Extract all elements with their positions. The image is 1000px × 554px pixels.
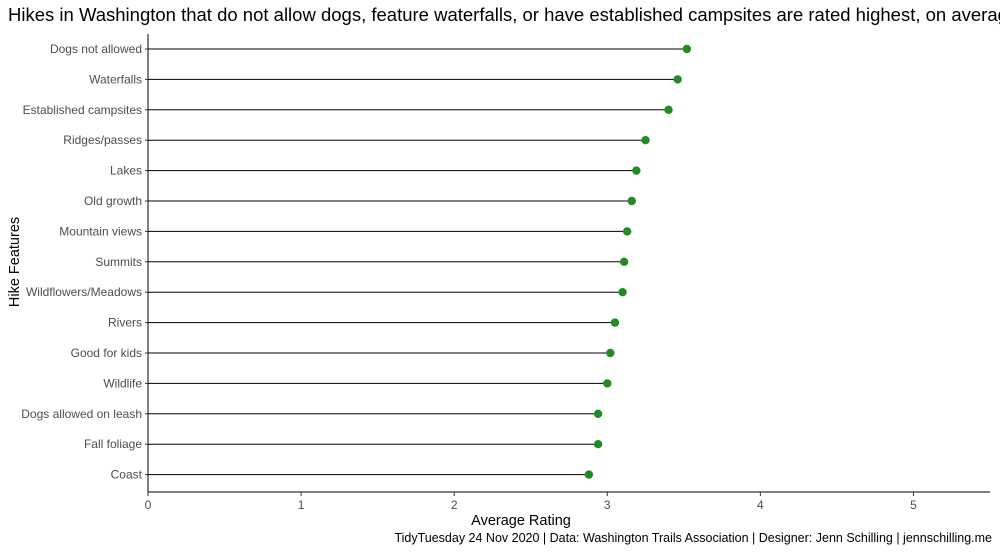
category-label: Ridges/passes (63, 133, 142, 147)
lollipop-point (632, 166, 641, 175)
lollipop-point (673, 75, 682, 84)
category-labels: Dogs not allowed Waterfalls Established ca… (21, 42, 148, 482)
lollipop-point (593, 409, 603, 418)
x-tick-label: 1 (298, 498, 305, 512)
x-tick-label: 2 (451, 498, 458, 512)
category-label: Summits (95, 255, 142, 269)
category-label: Lakes (110, 164, 142, 178)
category-label: Wildlife (103, 376, 142, 390)
lollipop-point (619, 257, 629, 266)
lollipop-point (664, 105, 673, 115)
category-label: Waterfalls (89, 72, 142, 86)
lollipop-point (622, 227, 632, 236)
chart-caption: TidyTuesday 24 Nov 2020 | Data: Washingt… (394, 531, 992, 545)
lollipop-point (682, 44, 692, 54)
x-tick-label: 3 (604, 498, 611, 512)
x-tick-label: 0 (145, 498, 152, 512)
category-label: Rivers (108, 316, 142, 330)
lollipop-point (610, 318, 620, 327)
lollipop-point (593, 440, 603, 449)
y-axis-title: Hike Features (7, 217, 23, 307)
y-axis: Dogs not allowed Waterfalls Established ca… (21, 34, 149, 492)
lollipop-stems (148, 48, 687, 476)
lollipop-point (627, 196, 636, 206)
lollipop-point (584, 470, 594, 479)
category-label: Wildflowers/Meadows (26, 285, 142, 299)
x-axis: 0 1 2 3 4 5 (145, 491, 990, 512)
category-label: Coast (111, 468, 143, 482)
category-label: Mountain views (59, 224, 142, 238)
lollipop-point (618, 288, 627, 297)
x-tick-label: 4 (757, 498, 764, 512)
category-label: Old growth (84, 194, 142, 208)
category-label: Fall foliage (84, 437, 142, 451)
x-ticks: 0 1 2 3 4 5 (145, 492, 917, 512)
lollipop-point (606, 348, 615, 358)
category-label: Dogs allowed on leash (21, 407, 142, 421)
x-axis-title: Average Rating (471, 513, 571, 529)
category-label: Good for kids (71, 346, 142, 360)
lollipop-point (603, 379, 612, 388)
lollipop-point (641, 136, 650, 145)
category-label: Dogs not allowed (50, 42, 142, 56)
x-tick-label: 5 (910, 498, 917, 512)
chart-title: Hikes in Washington that do not allow do… (8, 4, 1000, 25)
lollipop-points (584, 44, 692, 479)
category-label: Established campsites (23, 103, 142, 117)
